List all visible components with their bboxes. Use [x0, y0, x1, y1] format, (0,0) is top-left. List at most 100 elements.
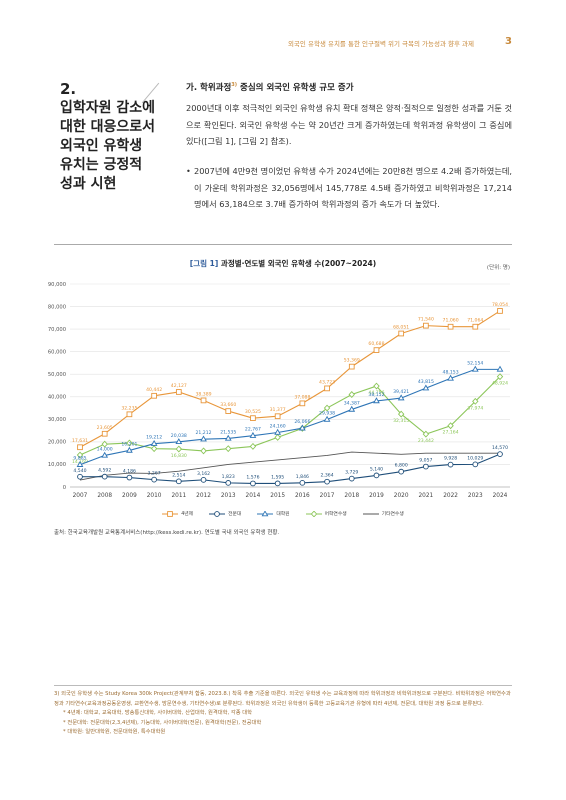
- series-line: [79, 451, 500, 481]
- data-point: [249, 431, 257, 438]
- data-point: [472, 397, 479, 405]
- data-label: 37,088: [294, 394, 310, 400]
- data-label: 32,235: [121, 405, 137, 411]
- data-label: 14,570: [492, 445, 508, 451]
- data-label: 3,729: [345, 470, 358, 476]
- x-tick-label: 2016: [295, 493, 310, 499]
- data-point: [249, 442, 257, 450]
- data-point: [261, 510, 269, 516]
- legend-label: 전문대: [228, 512, 242, 517]
- data-point: [310, 510, 317, 517]
- data-point: [150, 439, 158, 446]
- data-point: [323, 404, 331, 412]
- data-label: 5,140: [370, 466, 383, 472]
- data-point: [447, 461, 454, 468]
- data-label: 32,315: [393, 418, 409, 424]
- data-point: [126, 439, 133, 447]
- data-label: 39,421: [393, 389, 409, 395]
- data-label: 38,389: [195, 391, 211, 397]
- data-label: 43,723: [319, 379, 335, 385]
- data-point: [175, 478, 182, 485]
- data-point: [373, 382, 380, 390]
- data-label: 4,592: [98, 468, 111, 474]
- data-point: [214, 510, 220, 517]
- sub-heading-text: 가. 학위과정: [186, 83, 232, 93]
- data-point: [225, 445, 232, 453]
- data-point: [175, 445, 183, 453]
- data-point: [324, 385, 330, 392]
- data-point: [471, 365, 479, 372]
- data-label: 2,514: [172, 472, 185, 478]
- y-tick-label: 0: [63, 485, 66, 491]
- series-1: 4,540 4,592 4,186 3,267 2,514 3,162 1,823 1,576…: [73, 445, 508, 487]
- footnote-item: * 전문대학: 전문대학(2,3,4년제), 기능대학, 사이버대학(전문), …: [63, 719, 262, 726]
- data-label: 16,830: [171, 453, 187, 459]
- legend-swatch: [362, 513, 379, 514]
- data-point: [496, 373, 504, 381]
- data-label: 43,815: [418, 379, 434, 385]
- data-point: [101, 440, 108, 448]
- data-point: [225, 480, 232, 486]
- data-label: 20,038: [171, 433, 187, 439]
- x-tick-label: 2007: [73, 493, 88, 499]
- data-label: 9,885: [73, 456, 86, 462]
- data-point: [447, 422, 454, 430]
- data-label: 1,595: [271, 474, 284, 480]
- data-label: 53,369: [344, 358, 360, 364]
- x-tick-label: 2018: [344, 493, 359, 499]
- data-point: [447, 323, 454, 330]
- chart-legend: 4년제 전문대 대학원 어학연수생 기타연수생: [0, 510, 566, 517]
- data-point: [472, 323, 479, 330]
- data-point: [175, 389, 182, 395]
- data-point: [299, 400, 306, 407]
- y-tick-label: 40,000: [48, 395, 66, 401]
- chart-grid: [70, 283, 510, 488]
- data-label: 4,186: [123, 469, 136, 475]
- data-point: [348, 391, 355, 398]
- data-label: 44,756: [368, 390, 384, 396]
- data-point: [497, 451, 503, 457]
- data-label: 9,057: [419, 458, 432, 464]
- y-tick-label: 80,000: [48, 304, 66, 310]
- data-label: 68,051: [393, 325, 409, 331]
- data-point: [348, 475, 355, 482]
- data-point: [422, 430, 430, 438]
- legend-item: 어학연수생: [305, 510, 347, 517]
- y-tick-label: 30,000: [48, 417, 66, 423]
- data-point: [397, 410, 405, 418]
- data-point: [167, 510, 174, 517]
- figure-title: [그림 1] 과정별·연도별 외국인 유학생 수(2007~2024): [0, 258, 566, 269]
- series-line: [79, 453, 501, 484]
- data-point: [323, 415, 331, 422]
- data-point: [497, 308, 503, 314]
- data-point: [398, 330, 405, 337]
- data-label: 71,060: [443, 318, 459, 324]
- legend-label: 4년제: [181, 512, 194, 517]
- data-point: [423, 463, 429, 470]
- legend-label: 대학원: [276, 512, 290, 517]
- x-tick-label: 2019: [369, 493, 384, 499]
- x-tick-label: 2010: [147, 493, 162, 499]
- data-label: 30,525: [245, 409, 261, 415]
- running-header: 외국인 유학생 유치를 통한 인구절벽 위기 극복의 가능성과 향후 과제: [287, 40, 474, 48]
- legend-label: 기타연수생: [381, 512, 404, 517]
- data-point: [373, 472, 380, 479]
- data-point: [472, 461, 479, 468]
- data-point: [348, 363, 355, 370]
- data-label: 1,823: [222, 474, 235, 480]
- data-label: 60,688: [368, 341, 384, 347]
- data-label: 37,974: [467, 405, 483, 411]
- data-point: [398, 468, 405, 475]
- data-label: 3,267: [148, 471, 161, 477]
- data-point: [274, 413, 281, 420]
- data-label: 3,162: [197, 471, 210, 477]
- data-point: [299, 479, 306, 486]
- series-2: 9,885 14,000 16,201 19,212 20,038 21,212 21,53…: [73, 360, 504, 467]
- legend-swatch: [209, 510, 226, 517]
- bullet-mark: •: [186, 166, 191, 176]
- footnote-ref[interactable]: 3): [231, 82, 238, 89]
- y-tick-label: 70,000: [48, 327, 66, 333]
- x-tick-label: 2008: [97, 493, 112, 499]
- data-label: 21,535: [220, 429, 236, 435]
- data-point: [274, 433, 281, 441]
